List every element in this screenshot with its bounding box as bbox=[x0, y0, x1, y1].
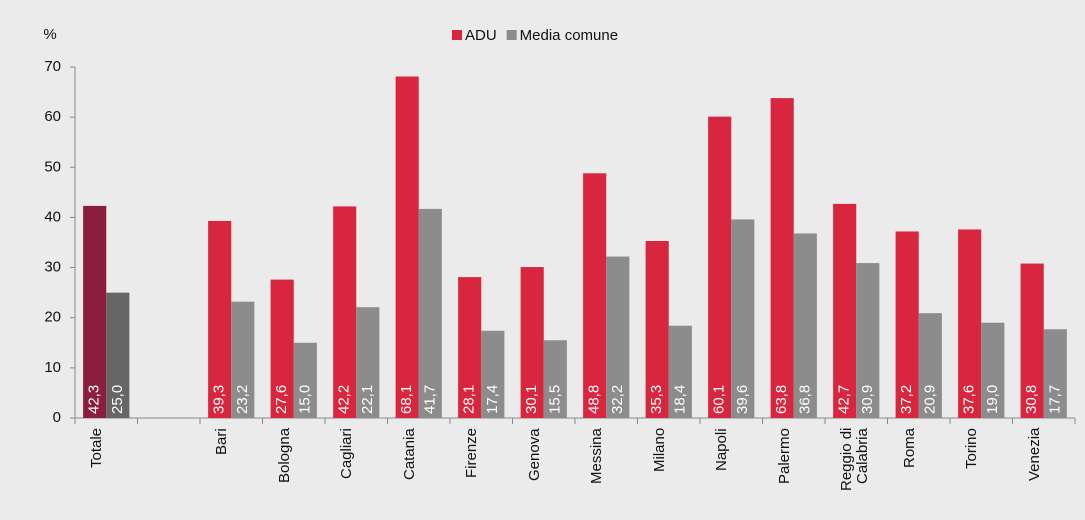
data-label: 28,1 bbox=[461, 385, 478, 414]
bar bbox=[895, 231, 919, 418]
data-label: 41,7 bbox=[421, 385, 438, 414]
bar bbox=[231, 301, 255, 418]
bar bbox=[270, 279, 294, 418]
data-label: 20,9 bbox=[921, 385, 938, 414]
x-tick-label: Firenze bbox=[463, 428, 481, 479]
data-label: 37,6 bbox=[961, 385, 978, 414]
data-label: 17,4 bbox=[484, 385, 501, 414]
bar bbox=[668, 325, 692, 418]
bar bbox=[583, 173, 607, 418]
bar bbox=[418, 208, 442, 418]
data-label: 36,8 bbox=[796, 385, 813, 414]
data-label: 15,0 bbox=[296, 385, 313, 414]
y-axis-label: % bbox=[43, 26, 56, 43]
x-tick-label: Napoli bbox=[713, 428, 731, 471]
legend-swatch bbox=[506, 30, 517, 40]
bar bbox=[793, 233, 817, 418]
data-label: 35,3 bbox=[648, 385, 665, 414]
bar bbox=[293, 342, 317, 418]
y-tick-label: 60 bbox=[44, 108, 61, 125]
data-label: 17,7 bbox=[1046, 385, 1063, 414]
bar bbox=[731, 219, 755, 418]
data-label: 22,1 bbox=[359, 385, 376, 414]
y-tick-label: 70 bbox=[44, 58, 61, 75]
data-label: 39,6 bbox=[734, 385, 751, 414]
data-label: 63,8 bbox=[773, 385, 790, 414]
x-tick-label: Milano bbox=[650, 428, 668, 473]
x-tick-label: Venezia bbox=[1025, 428, 1043, 482]
data-label: 42,7 bbox=[836, 385, 853, 414]
bar bbox=[106, 292, 130, 418]
data-label: 42,2 bbox=[336, 385, 353, 414]
bar bbox=[543, 340, 567, 418]
bar bbox=[333, 206, 357, 418]
y-tick-label: 40 bbox=[44, 208, 61, 225]
x-tick-label: Roma bbox=[900, 428, 918, 469]
bar bbox=[856, 263, 880, 418]
data-label: 42,3 bbox=[86, 385, 103, 414]
bar bbox=[645, 240, 669, 418]
data-label: 32,2 bbox=[609, 385, 626, 414]
x-tick-label: Totale bbox=[88, 428, 106, 469]
data-label: 37,2 bbox=[898, 385, 915, 414]
data-label: 25,0 bbox=[109, 385, 126, 414]
bar bbox=[356, 307, 380, 418]
bar bbox=[958, 229, 982, 418]
x-tick-label: Bari bbox=[213, 428, 231, 455]
bar bbox=[481, 330, 505, 418]
data-label: 27,6 bbox=[273, 385, 290, 414]
y-tick-label: 0 bbox=[53, 409, 61, 426]
legend-label: Media comune bbox=[520, 27, 618, 44]
legend-swatch bbox=[452, 30, 462, 40]
x-tick-label: Genova bbox=[525, 428, 543, 481]
y-tick-label: 10 bbox=[44, 359, 61, 376]
data-label: 48,8 bbox=[586, 385, 603, 414]
legend-label: ADU bbox=[465, 27, 497, 44]
data-label: 30,1 bbox=[523, 385, 540, 414]
x-tick-label: Torino bbox=[963, 428, 981, 469]
bar bbox=[833, 203, 857, 418]
bar bbox=[606, 256, 630, 418]
bar bbox=[1043, 329, 1067, 418]
y-tick-label: 30 bbox=[44, 259, 61, 276]
x-tick-label: Cagliari bbox=[338, 428, 356, 479]
x-tick-label: Reggio di Calabria bbox=[838, 428, 872, 492]
x-tick-label: Catania bbox=[400, 428, 418, 480]
data-label: 15,5 bbox=[546, 385, 563, 414]
bar bbox=[708, 116, 732, 419]
x-tick-label: Bologna bbox=[275, 428, 293, 484]
y-tick-label: 50 bbox=[44, 158, 61, 175]
data-label: 19,0 bbox=[984, 385, 1001, 414]
bar bbox=[83, 205, 107, 418]
bar bbox=[458, 277, 482, 418]
data-label: 60,1 bbox=[711, 385, 728, 414]
x-tick-label: Messina bbox=[588, 428, 606, 484]
bar bbox=[918, 313, 942, 418]
bar bbox=[395, 76, 419, 418]
bar bbox=[770, 98, 794, 419]
y-tick-label: 20 bbox=[44, 309, 61, 326]
x-tick-label: Palermo bbox=[775, 428, 793, 484]
bar bbox=[1020, 263, 1044, 418]
data-label: 23,2 bbox=[234, 385, 251, 414]
bar bbox=[208, 220, 232, 418]
data-label: 30,8 bbox=[1023, 385, 1040, 414]
data-label: 18,4 bbox=[671, 385, 688, 414]
bar bbox=[981, 322, 1005, 418]
bar bbox=[520, 267, 544, 418]
data-label: 39,3 bbox=[211, 385, 228, 414]
data-label: 30,9 bbox=[859, 385, 876, 414]
data-label: 68,1 bbox=[398, 385, 415, 414]
